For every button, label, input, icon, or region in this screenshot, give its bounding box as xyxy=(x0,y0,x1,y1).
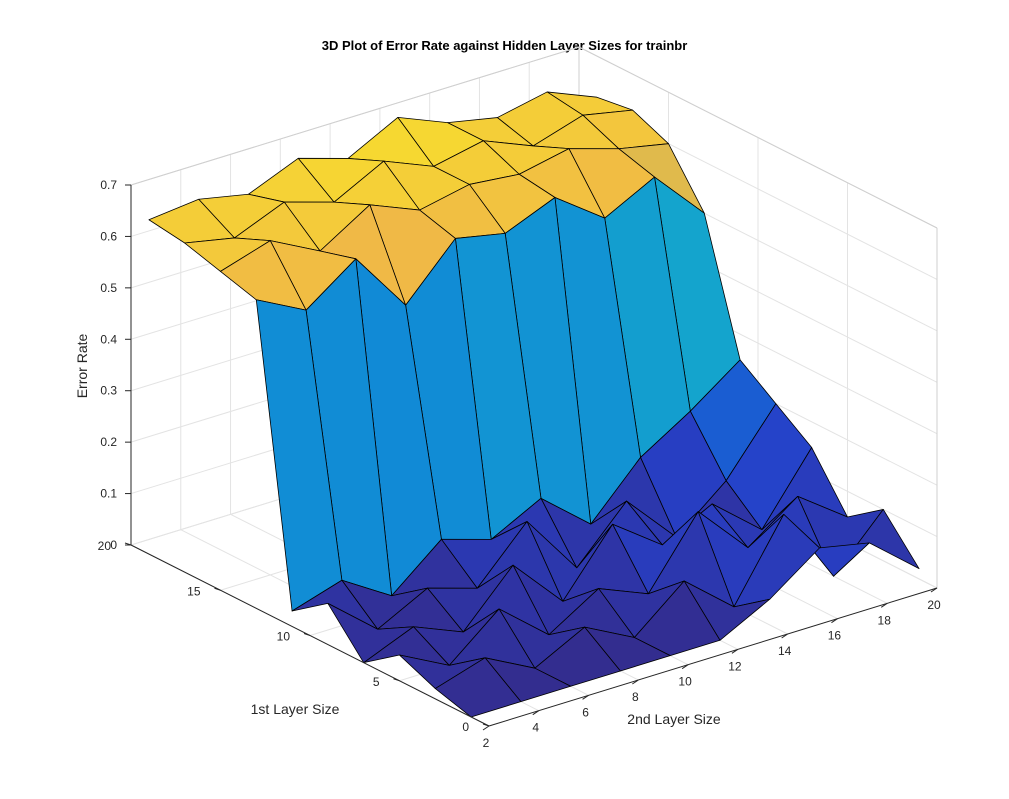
y-tick-label: 10 xyxy=(277,630,291,644)
y-tick-label: 20 xyxy=(98,539,112,553)
x-tick-mark xyxy=(582,694,589,700)
x-axis-label: 2nd Layer Size xyxy=(627,711,721,727)
box-edge xyxy=(578,46,938,229)
x-tick-label: 4 xyxy=(532,721,539,735)
z-tick-label: 0.5 xyxy=(100,281,117,295)
y-axis-label: 1st Layer Size xyxy=(251,701,340,717)
box-edge xyxy=(130,46,580,186)
z-tick-label: 0.4 xyxy=(100,332,117,346)
x-tick-mark xyxy=(831,618,838,624)
surface-layer xyxy=(148,91,920,718)
z-tick-label: 0.1 xyxy=(100,487,117,501)
y-tick-mark xyxy=(214,587,221,591)
x-tick-label: 8 xyxy=(632,690,639,704)
chart-title: 3D Plot of Error Rate against Hidden Lay… xyxy=(321,38,688,53)
x-tick-mark xyxy=(930,587,938,593)
x-tick-label: 14 xyxy=(778,644,792,658)
x-tick-mark xyxy=(532,710,540,716)
x-tick-label: 16 xyxy=(828,629,842,643)
x-tick-label: 20 xyxy=(927,598,941,612)
z-tick-label: 0 xyxy=(110,538,117,552)
z-axis-label: Error Rate xyxy=(74,334,90,399)
x-tick-mark xyxy=(880,602,888,608)
surface-patch xyxy=(434,657,522,718)
x-tick-mark xyxy=(731,648,739,654)
z-tick-label: 0.7 xyxy=(100,178,117,192)
x-tick-label: 6 xyxy=(582,705,589,719)
x-tick-label: 10 xyxy=(678,675,692,689)
x-tick-label: 12 xyxy=(728,659,742,673)
z-tick-label: 0.2 xyxy=(100,435,117,449)
y-tick-mark xyxy=(393,678,400,682)
y-tick-label: 0 xyxy=(462,720,469,734)
x-tick-mark xyxy=(482,725,490,731)
y-tick-label: 15 xyxy=(187,584,201,598)
y-tick-mark xyxy=(303,633,311,636)
axes-layer xyxy=(124,184,938,731)
x-axis-line xyxy=(488,587,938,727)
x-tick-label: 2 xyxy=(483,736,490,750)
x-tick-mark xyxy=(681,664,689,670)
z-tick-label: 0.3 xyxy=(100,384,117,398)
x-tick-label: 18 xyxy=(878,613,892,627)
y-tick-label: 5 xyxy=(373,675,380,689)
x-tick-mark xyxy=(781,633,788,639)
y-tick-mark xyxy=(482,723,490,727)
x-tick-mark xyxy=(632,679,639,685)
z-tick-label: 0.6 xyxy=(100,229,117,243)
